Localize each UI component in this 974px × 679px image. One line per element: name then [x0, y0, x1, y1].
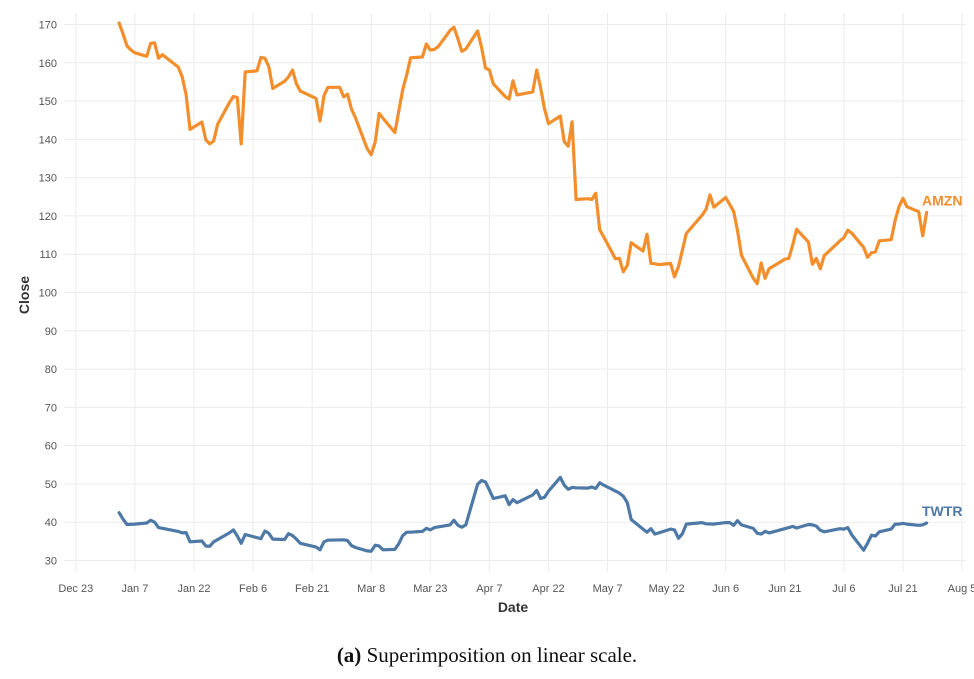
x-tick-label: Feb 6 — [239, 583, 267, 595]
x-tick-label: Dec 23 — [58, 583, 93, 595]
x-axis-ticks: Dec 23 Jan 7 Jan 22 Feb 6 Feb 21 Mar 8 Mar 23 A… — [58, 583, 974, 595]
y-tick-label: 110 — [39, 249, 57, 261]
y-tick-label: 40 — [45, 517, 57, 529]
y-tick-label: 80 — [45, 364, 57, 376]
y-tick-label: 150 — [39, 96, 57, 108]
y-tick-label: 100 — [39, 288, 57, 300]
y-axis-ticks: 30 40 50 60 70 80 90 100 110 120 130 140 150 160 170 — [39, 19, 57, 567]
x-tick-label: Mar 8 — [357, 583, 385, 595]
y-tick-label: 160 — [39, 58, 57, 70]
y-tick-label: 130 — [39, 173, 57, 185]
x-tick-label: Feb 21 — [295, 583, 329, 595]
y-tick-label: 30 — [45, 556, 57, 568]
gridlines — [64, 13, 966, 572]
y-tick-label: 50 — [45, 479, 57, 491]
series-label-amzn: AMZN — [922, 192, 962, 208]
x-tick-label: Apr 7 — [476, 583, 502, 595]
x-tick-label: Jan 22 — [177, 583, 210, 595]
y-tick-label: 90 — [45, 326, 57, 338]
series-line-twtr — [117, 475, 929, 553]
x-tick-label: Mar 23 — [413, 583, 447, 595]
x-tick-label: Jul 21 — [888, 583, 917, 595]
x-tick-label: Jul 6 — [832, 583, 855, 595]
y-axis-title: Close — [16, 276, 32, 314]
y-tick-label: 70 — [45, 402, 57, 414]
x-tick-label: May 7 — [593, 583, 623, 595]
x-tick-label: Jun 6 — [712, 583, 739, 595]
x-tick-label: Jun 21 — [768, 583, 801, 595]
caption-label: (a) — [336, 643, 362, 667]
y-tick-label: 60 — [45, 441, 57, 453]
series-line-amzn — [117, 21, 929, 286]
x-tick-label: Apr 22 — [532, 583, 564, 595]
y-tick-label: 170 — [39, 19, 57, 31]
caption-text: Superimposition on linear scale. — [366, 643, 638, 667]
x-axis-title: Date — [498, 599, 529, 615]
x-tick-label: Aug 5 — [948, 583, 974, 595]
x-tick-label: Jan 7 — [121, 583, 148, 595]
series-label-twtr: TWTR — [922, 503, 962, 519]
y-tick-label: 140 — [39, 134, 57, 146]
x-tick-label: May 22 — [649, 583, 685, 595]
y-tick-label: 120 — [39, 211, 57, 223]
figure-caption: (a) Superimposition on linear scale. — [0, 643, 974, 668]
series-lines: AMZN TWTR — [117, 21, 962, 553]
